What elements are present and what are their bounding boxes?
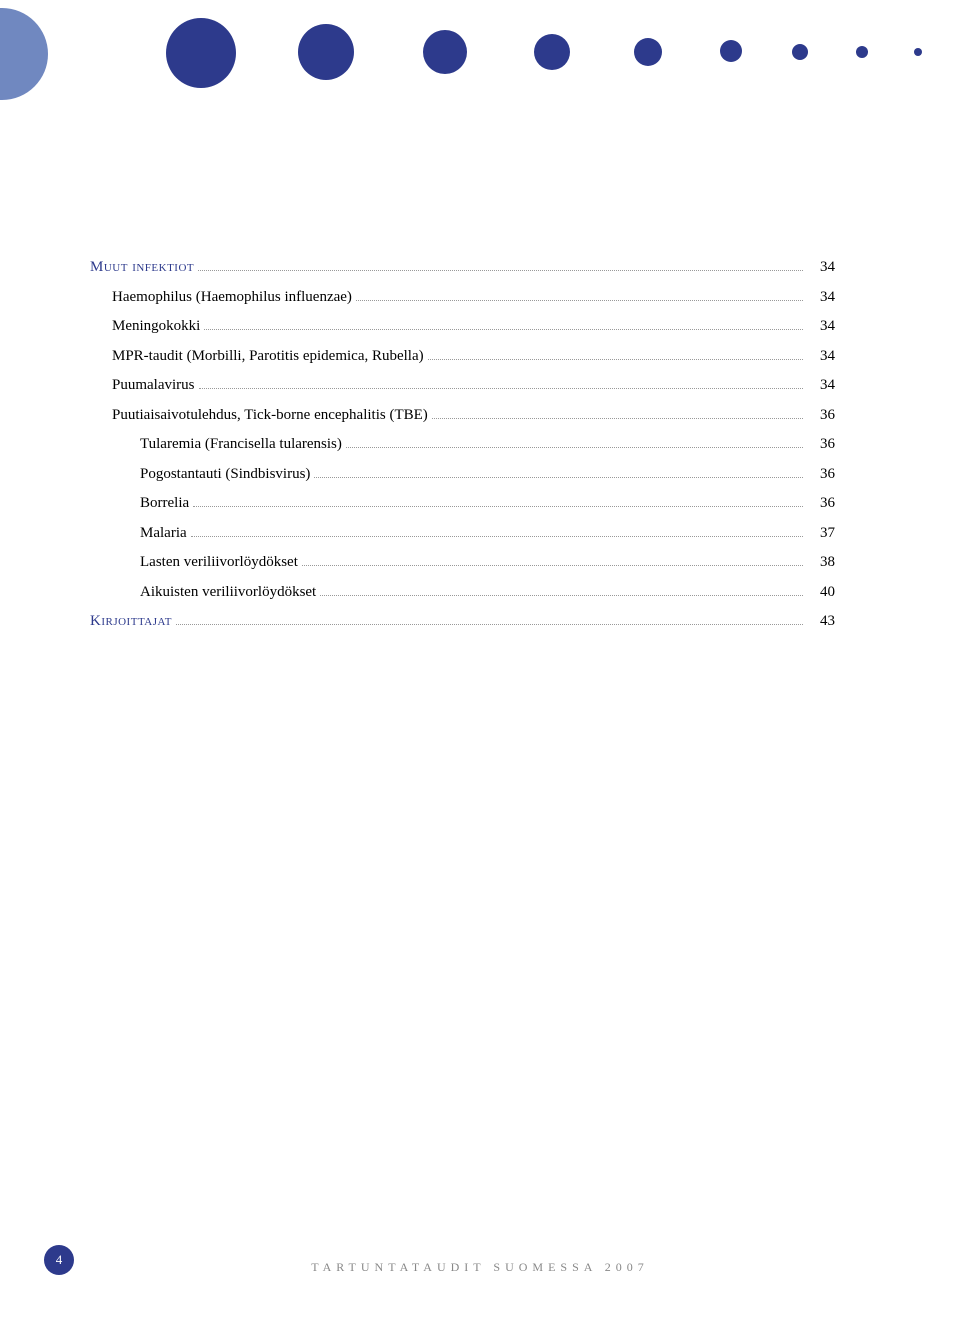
toc-entry: Puumalavirus 34 xyxy=(90,374,835,397)
decorative-circles xyxy=(0,0,960,120)
page-footer: 4 TARTUNTATAUDIT SUOMESSA 2007 xyxy=(0,1253,960,1293)
toc-dots-leader xyxy=(199,388,804,389)
toc-item-label: Tularemia (Francisella tularensis) xyxy=(140,433,342,456)
footer-title: TARTUNTATAUDIT SUOMESSA 2007 xyxy=(0,1260,960,1275)
toc-entry: Aikuisten veriliivorlöydökset 40 xyxy=(90,581,835,604)
toc-entry: Kirjoittajat 43 xyxy=(90,610,835,633)
decorative-circle xyxy=(423,30,467,74)
toc-page-number: 40 xyxy=(807,581,835,604)
toc-entry: Meningokokki 34 xyxy=(90,315,835,338)
toc-dots-leader xyxy=(204,329,803,330)
toc-entry: Tularemia (Francisella tularensis) 36 xyxy=(90,433,835,456)
toc-page-number: 38 xyxy=(807,551,835,574)
decorative-circle xyxy=(634,38,662,66)
toc-dots-leader xyxy=(432,418,803,419)
toc-entry: Muut infektiot 34 xyxy=(90,256,835,279)
toc-item-label: Malaria xyxy=(140,522,187,545)
toc-page-number: 34 xyxy=(807,256,835,279)
toc-page-number: 36 xyxy=(807,463,835,486)
toc-dots-leader xyxy=(302,565,803,566)
toc-page-number: 43 xyxy=(807,610,835,633)
toc-page-number: 36 xyxy=(807,433,835,456)
toc-dots-leader xyxy=(191,536,803,537)
toc-dots-leader xyxy=(346,447,803,448)
toc-dots-leader xyxy=(428,359,803,360)
decorative-circle xyxy=(914,48,922,56)
decorative-circle xyxy=(720,40,742,62)
toc-item-label: Lasten veriliivorlöydökset xyxy=(140,551,298,574)
toc-dots-leader xyxy=(198,270,803,271)
toc-page-number: 34 xyxy=(807,286,835,309)
toc-entry: Malaria 37 xyxy=(90,522,835,545)
toc-page-number: 34 xyxy=(807,374,835,397)
toc-item-label: Haemophilus (Haemophilus influenzae) xyxy=(112,286,352,309)
decorative-circle xyxy=(856,46,868,58)
toc-section-header: Kirjoittajat xyxy=(90,610,172,633)
toc-page-number: 34 xyxy=(807,315,835,338)
table-of-contents: Muut infektiot34Haemophilus (Haemophilus… xyxy=(90,256,835,640)
toc-item-label: Puutiaisaivotulehdus, Tick-borne encepha… xyxy=(112,404,428,427)
toc-page-number: 36 xyxy=(807,404,835,427)
toc-item-label: Aikuisten veriliivorlöydökset xyxy=(140,581,316,604)
toc-entry: Puutiaisaivotulehdus, Tick-borne encepha… xyxy=(90,404,835,427)
toc-section-header: Muut infektiot xyxy=(90,256,194,279)
decorative-circle xyxy=(534,34,570,70)
toc-item-label: Puumalavirus xyxy=(112,374,195,397)
toc-dots-leader xyxy=(193,506,803,507)
decorative-circle xyxy=(0,8,48,100)
toc-entry: MPR-taudit (Morbilli, Parotitis epidemic… xyxy=(90,345,835,368)
toc-dots-leader xyxy=(320,595,803,596)
toc-item-label: MPR-taudit (Morbilli, Parotitis epidemic… xyxy=(112,345,424,368)
toc-dots-leader xyxy=(176,624,803,625)
toc-dots-leader xyxy=(356,300,803,301)
toc-entry: Pogostantauti (Sindbisvirus) 36 xyxy=(90,463,835,486)
decorative-circle xyxy=(792,44,808,60)
toc-page-number: 36 xyxy=(807,492,835,515)
decorative-circle xyxy=(166,18,236,88)
toc-item-label: Pogostantauti (Sindbisvirus) xyxy=(140,463,310,486)
toc-entry: Borrelia 36 xyxy=(90,492,835,515)
toc-page-number: 37 xyxy=(807,522,835,545)
toc-page-number: 34 xyxy=(807,345,835,368)
toc-item-label: Meningokokki xyxy=(112,315,200,338)
toc-dots-leader xyxy=(314,477,803,478)
decorative-circle xyxy=(298,24,354,80)
toc-item-label: Borrelia xyxy=(140,492,189,515)
toc-entry: Lasten veriliivorlöydökset 38 xyxy=(90,551,835,574)
toc-entry: Haemophilus (Haemophilus influenzae) 34 xyxy=(90,286,835,309)
